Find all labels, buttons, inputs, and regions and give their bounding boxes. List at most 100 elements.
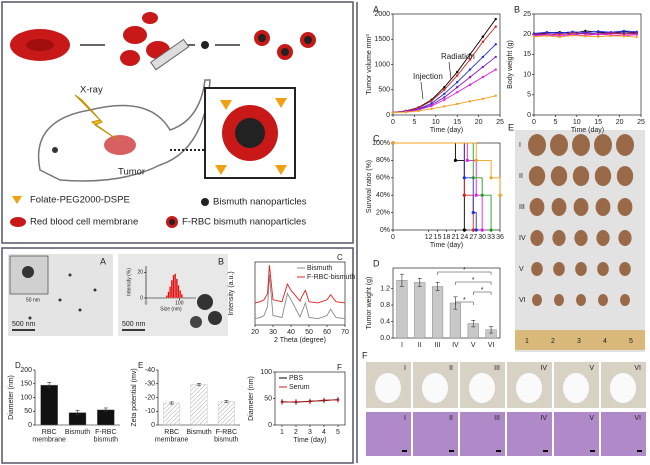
hist-bar: [169, 286, 172, 299]
panel-label: D: [373, 258, 380, 268]
tumor-piece: [550, 134, 568, 156]
row-label: IV: [519, 235, 526, 242]
marker: [494, 94, 497, 98]
series-line: [393, 142, 486, 231]
group-label: III: [494, 365, 500, 372]
x-tick-label: 0: [532, 119, 536, 126]
marker: [456, 80, 459, 84]
tumor-piece: [552, 230, 566, 246]
y-tick-label: 0: [151, 422, 155, 429]
folate: [275, 165, 287, 175]
tumor-piece: [619, 262, 631, 276]
group-label: V: [589, 365, 594, 372]
marker: [471, 176, 475, 180]
x-tick-label: 40: [287, 329, 295, 336]
tumor-piece: [573, 198, 589, 216]
marker: [609, 31, 613, 34]
group-label: II: [449, 415, 453, 422]
x-tick-label: 18: [443, 234, 451, 241]
x-tick-label: 5: [553, 119, 557, 126]
label: X-ray: [80, 85, 103, 96]
marker: [558, 35, 561, 39]
y-tick-label: -40: [145, 367, 155, 374]
legend-icon: [12, 196, 22, 204]
y-axis-label: Tumor volume mm³: [366, 34, 373, 95]
chart: 0 50 100 150 200 Diameter (nm)D RBC membraneBis…: [8, 361, 120, 444]
marker: [474, 193, 478, 197]
bismuth-dot: [201, 41, 209, 49]
marker: [391, 111, 395, 114]
annotation-arrow: [420, 81, 424, 100]
x-axis-label: Size (nm): [160, 306, 182, 312]
x-tick-label: 20: [616, 119, 624, 126]
y-tick-label: 80%: [376, 157, 390, 164]
marker: [635, 35, 638, 39]
mouse: [563, 373, 589, 403]
marker: [443, 105, 446, 108]
y-tick-label: 100%: [372, 140, 390, 147]
legend-label: Serum: [289, 384, 310, 391]
mouse: [469, 373, 495, 403]
group-label: VI: [634, 415, 641, 422]
marker: [404, 111, 408, 114]
core: [281, 48, 289, 56]
panel-label: B: [514, 4, 520, 14]
x-tick-label: 24: [460, 234, 468, 241]
scale-bar: [637, 450, 642, 452]
marker: [545, 30, 549, 34]
tumor-piece: [597, 262, 609, 276]
x-tick-label: I: [401, 342, 403, 349]
legend-icon: [10, 217, 26, 227]
x-tick-label: 3: [308, 429, 312, 436]
ruler-label: 3: [577, 338, 581, 345]
legend-text: Bismuth nanoparticles: [213, 197, 307, 208]
legend-icon: [201, 198, 209, 206]
tumor-piece: [551, 198, 567, 216]
bar: [396, 280, 408, 339]
bar: [217, 401, 235, 426]
ruler-label: 1: [525, 338, 529, 345]
marker: [489, 176, 493, 180]
y-tick-label: 60%: [376, 175, 390, 182]
y-tick-label: 40%: [376, 192, 390, 199]
y-tick-label: 0.4: [380, 318, 390, 325]
significance-bracket: [455, 301, 474, 305]
y-tick-label: 0.0: [380, 335, 390, 342]
y-axis-label: Tumor weight (g): [366, 277, 373, 330]
marker: [622, 35, 626, 38]
marker: [481, 75, 485, 79]
marker: [635, 33, 638, 36]
core: [258, 34, 266, 42]
histology: [554, 412, 599, 456]
series-line: [393, 142, 480, 231]
marker: [481, 65, 485, 69]
series-line: [393, 142, 495, 231]
significance: *: [463, 267, 466, 274]
plot-frame: [392, 13, 501, 116]
particle: [208, 311, 222, 325]
x-tick-label: 25: [496, 119, 504, 126]
marker: [468, 68, 472, 71]
marker: [489, 228, 493, 232]
particle: [22, 266, 34, 278]
marker: [443, 86, 446, 89]
x-tick-label: 5: [336, 429, 340, 436]
y-axis-label: Diameter (nm): [248, 376, 255, 421]
panel-label: C: [337, 253, 343, 262]
y-tick-label: 0: [527, 112, 531, 119]
marker: [474, 228, 478, 232]
x-tick-label: 15: [434, 234, 442, 241]
x-axis-label: Time (day): [430, 127, 463, 134]
series-line: [393, 142, 503, 196]
histology: [413, 412, 458, 456]
x-tick-label: 20: [475, 119, 483, 126]
y-tick-label: 20%: [376, 209, 390, 216]
marker: [417, 109, 420, 113]
marker: [456, 70, 459, 74]
mouse: [516, 373, 542, 403]
x-tick-label: 36: [496, 234, 504, 241]
tumor-piece: [596, 230, 610, 246]
marker: [430, 99, 433, 103]
y-tick-label: 0: [140, 295, 143, 301]
